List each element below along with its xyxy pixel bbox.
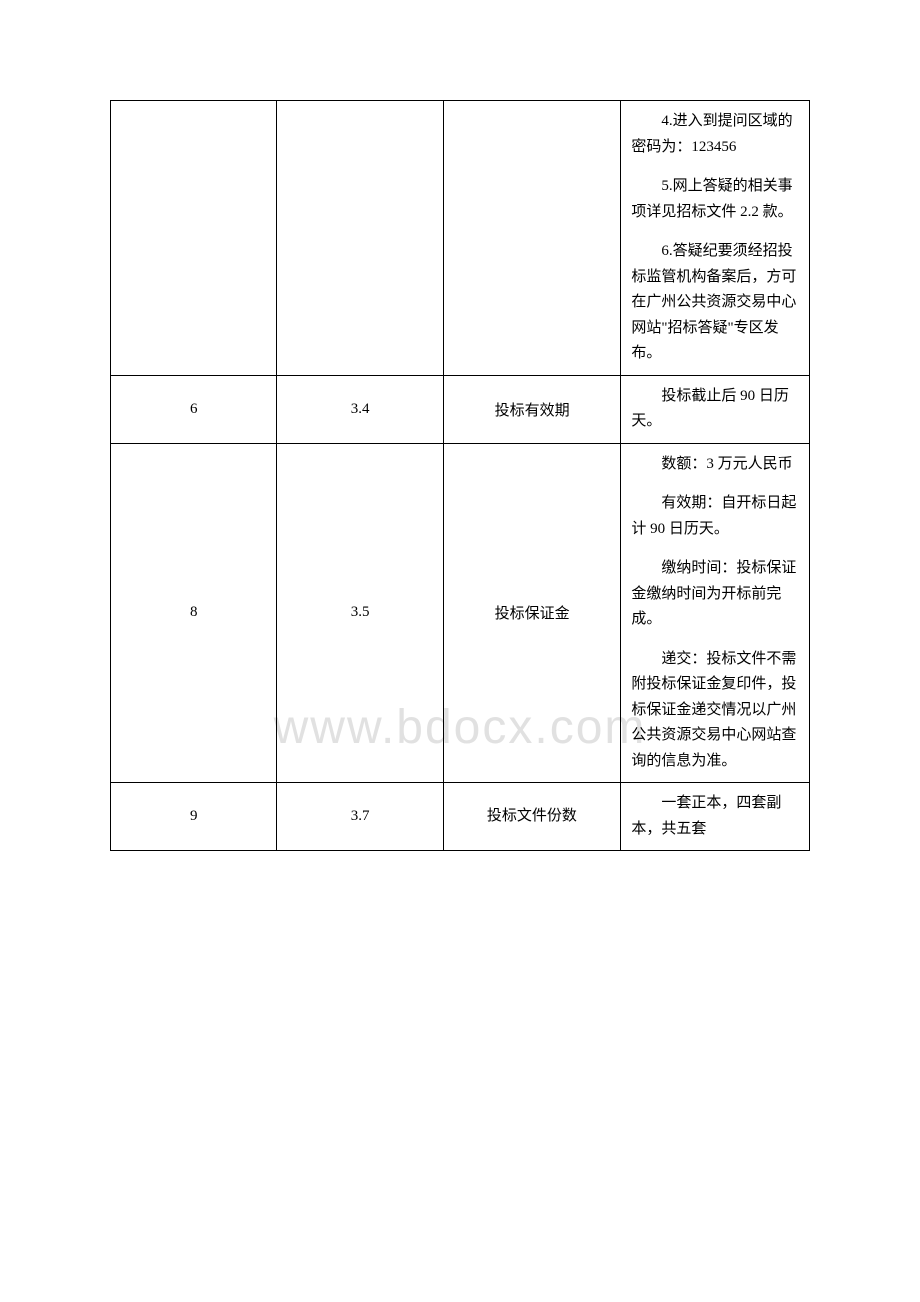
cell-seq: 9 (111, 783, 277, 851)
bid-info-table: 4.进入到提问区域的密码为：123456 5.网上答疑的相关事项详见招标文件 2… (110, 100, 810, 851)
cell-item: 投标保证金 (443, 443, 621, 783)
item-text: 投标文件份数 (444, 796, 621, 838)
cell-ref: 3.4 (277, 375, 443, 443)
cell-ref (277, 101, 443, 376)
cell-seq (111, 101, 277, 376)
content-para: 5.网上答疑的相关事项详见招标文件 2.2 款。 (631, 174, 799, 225)
content-para: 递交：投标文件不需附投标保证金复印件，投标保证金递交情况以广州公共资源交易中心网… (631, 647, 799, 775)
cell-ref: 3.5 (277, 443, 443, 783)
content-para: 投标截止后 90 日历天。 (631, 384, 799, 435)
cell-content: 数额：3 万元人民币 有效期：自开标日起计 90 日历天。 缴纳时间：投标保证金… (621, 443, 810, 783)
table-row: 8 3.5 投标保证金 数额：3 万元人民币 有效期：自开标日起计 90 日历天… (111, 443, 810, 783)
content-para: 一套正本，四套副本，共五套 (631, 791, 799, 842)
cell-item: 投标文件份数 (443, 783, 621, 851)
cell-item (443, 101, 621, 376)
cell-seq: 8 (111, 443, 277, 783)
cell-content: 一套正本，四套副本，共五套 (621, 783, 810, 851)
content-para: 有效期：自开标日起计 90 日历天。 (631, 491, 799, 542)
content-para: 数额：3 万元人民币 (631, 452, 799, 478)
table-row: 9 3.7 投标文件份数 一套正本，四套副本，共五套 (111, 783, 810, 851)
table-row: 4.进入到提问区域的密码为：123456 5.网上答疑的相关事项详见招标文件 2… (111, 101, 810, 376)
cell-content: 4.进入到提问区域的密码为：123456 5.网上答疑的相关事项详见招标文件 2… (621, 101, 810, 376)
cell-item: 投标有效期 (443, 375, 621, 443)
cell-seq: 6 (111, 375, 277, 443)
cell-ref: 3.7 (277, 783, 443, 851)
table-row: 6 3.4 投标有效期 投标截止后 90 日历天。 (111, 375, 810, 443)
content-para: 缴纳时间：投标保证金缴纳时间为开标前完成。 (631, 556, 799, 633)
cell-content: 投标截止后 90 日历天。 (621, 375, 810, 443)
content-para: 4.进入到提问区域的密码为：123456 (631, 109, 799, 160)
content-para: 6.答疑纪要须经招投标监管机构备案后，方可在广州公共资源交易中心网站"招标答疑"… (631, 239, 799, 367)
